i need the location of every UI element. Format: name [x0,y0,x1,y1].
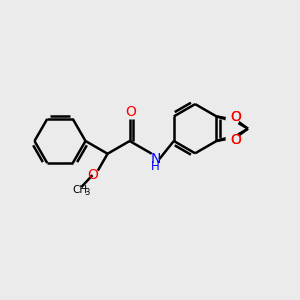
Text: O: O [230,110,241,124]
Text: O: O [230,110,241,124]
Text: O: O [230,134,241,147]
Text: N: N [150,152,161,166]
Text: H: H [151,160,160,173]
Text: CH: CH [72,185,87,195]
Text: 3: 3 [84,188,89,197]
Text: O: O [230,134,241,147]
Text: O: O [126,106,136,119]
Text: O: O [87,168,98,182]
